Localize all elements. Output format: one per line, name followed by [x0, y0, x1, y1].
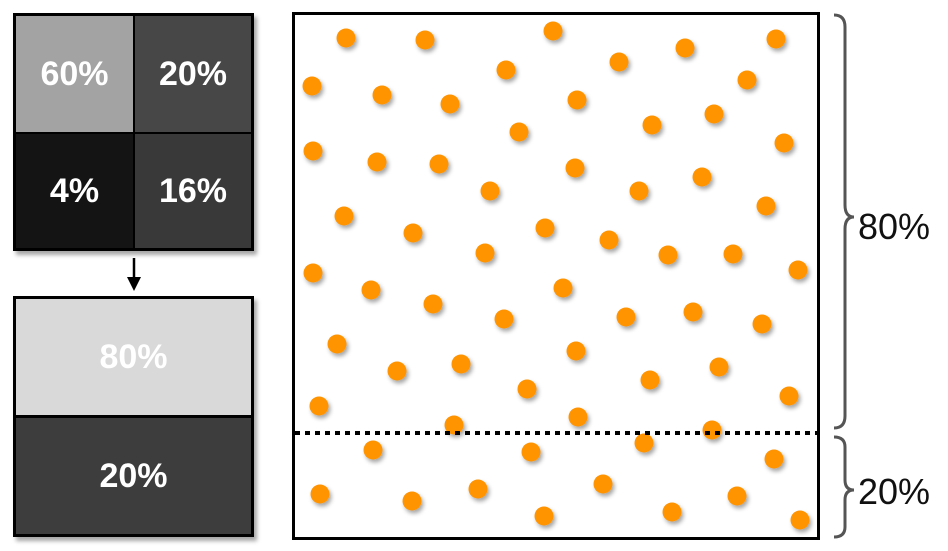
sample-dot — [468, 479, 488, 499]
sample-dot — [779, 386, 799, 406]
sample-dot — [704, 104, 724, 124]
sample-dot — [303, 263, 323, 283]
sample-dot — [756, 196, 776, 216]
sample-dot — [444, 415, 464, 435]
sample-dot — [727, 486, 747, 506]
sample-dot — [327, 334, 347, 354]
sample-dot — [702, 420, 722, 440]
collapsed-bottom-cell: 20% — [16, 418, 251, 534]
sample-dot — [334, 206, 354, 226]
sample-dot — [634, 433, 654, 453]
grid-cell-bottom-left: 4% — [16, 134, 133, 248]
sample-dot — [675, 38, 695, 58]
grid-cell-top-right: 20% — [135, 16, 251, 132]
grid-cell-bottom-right: 16% — [135, 134, 251, 248]
upper-share-label: 80% — [858, 206, 931, 247]
sample-dot — [752, 314, 772, 334]
sample-dot — [494, 309, 514, 329]
sample-dot — [451, 354, 471, 374]
sample-dot — [629, 181, 649, 201]
sample-dot — [723, 244, 743, 264]
sample-dot — [640, 370, 660, 390]
sample-dot — [496, 60, 516, 80]
sample-dot — [480, 181, 500, 201]
sample-dot — [543, 21, 563, 41]
sample-dot — [387, 361, 407, 381]
sample-dot — [402, 491, 422, 511]
sample-dot — [774, 133, 794, 153]
sample-dot — [593, 474, 613, 494]
sample-dot — [310, 484, 330, 504]
sample-dot — [517, 379, 537, 399]
sample-dot — [423, 294, 443, 314]
sample-dot — [616, 307, 636, 327]
collapsed-top-cell: 80% — [16, 299, 251, 415]
sample-dot — [553, 278, 573, 298]
grid-cell-bottom-right-label: 16% — [158, 171, 228, 210]
lower-share-label: 20% — [858, 471, 931, 512]
sample-dot — [790, 510, 810, 530]
sample-dot — [566, 341, 586, 361]
grid-cell-top-left-label: 60% — [40, 54, 109, 93]
sample-dot — [509, 122, 529, 142]
upper-brace — [833, 13, 855, 430]
sample-dot — [568, 407, 588, 427]
sample-dot — [372, 85, 392, 105]
sample-dot — [363, 440, 383, 460]
grid-cell-top-left: 60% — [16, 16, 133, 132]
sample-dot — [764, 449, 784, 469]
sample-dot — [642, 115, 662, 135]
sample-dot — [440, 94, 460, 114]
sample-dot — [361, 280, 381, 300]
sample-dot — [534, 506, 554, 526]
sample-dot — [609, 52, 629, 72]
collapsed-top-label: 80% — [99, 337, 168, 376]
sample-dot — [599, 230, 619, 250]
collapsed-bottom-label: 20% — [99, 456, 168, 495]
sample-dot — [302, 76, 322, 96]
sample-dot — [403, 223, 423, 243]
sample-dot — [535, 218, 555, 238]
sample-dot — [658, 245, 678, 265]
sample-dot — [662, 502, 682, 522]
sample-dot — [683, 302, 703, 322]
sample-dot — [565, 158, 585, 178]
sample-dot — [766, 29, 786, 49]
sample-dot — [429, 154, 449, 174]
sample-dot — [415, 30, 435, 50]
sample-dot — [709, 357, 729, 377]
sample-dot — [475, 243, 495, 263]
sample-dot — [567, 90, 587, 110]
sample-dot — [737, 70, 757, 90]
sample-dot — [521, 442, 541, 462]
sample-dot — [367, 152, 387, 172]
sample-dot — [788, 260, 808, 280]
sample-dot — [336, 28, 356, 48]
grid-cell-top-right-label: 20% — [158, 54, 228, 93]
sample-dot — [309, 396, 329, 416]
grid-cell-bottom-left-label: 4% — [49, 171, 100, 210]
sample-dot — [303, 141, 323, 161]
sample-dot — [692, 167, 712, 187]
lower-brace — [833, 435, 855, 539]
